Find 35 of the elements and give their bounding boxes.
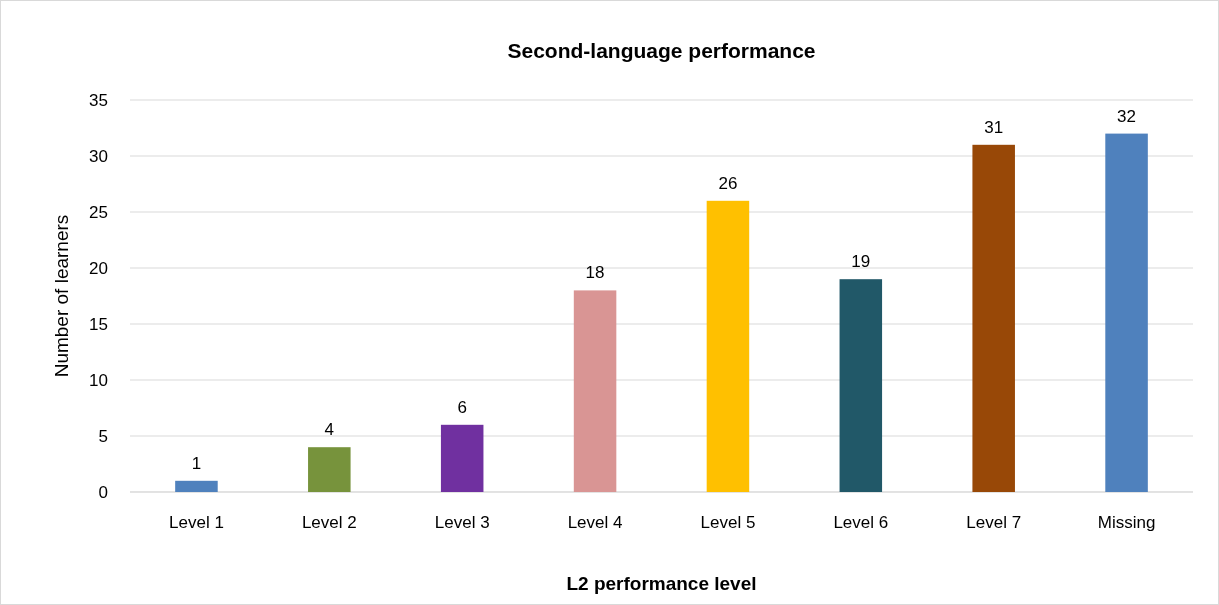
data-label: 6 [457, 397, 467, 417]
bar [839, 279, 883, 492]
x-tick-label: Level 6 [833, 513, 889, 532]
y-tick-label: 0 [98, 483, 108, 502]
data-label: 31 [984, 117, 1004, 137]
bar [308, 447, 351, 492]
x-tick-label: Level 4 [567, 513, 623, 532]
bar [706, 200, 750, 492]
x-axis-title: L2 performance level [566, 573, 757, 594]
data-label: 32 [1117, 106, 1137, 126]
data-label: 26 [718, 173, 738, 193]
bar [175, 480, 218, 492]
data-label: 4 [324, 420, 335, 440]
y-tick-label: 10 [89, 371, 108, 390]
y-tick-label: 15 [89, 315, 108, 334]
x-tick-label: Level 3 [434, 513, 490, 532]
data-label: 18 [585, 263, 605, 283]
y-tick-label: 5 [98, 427, 108, 446]
chart-title: Second-language performance [507, 39, 816, 62]
data-label: 1 [191, 453, 202, 473]
y-tick-label: 25 [89, 203, 108, 222]
y-axis-title: Number of learners [51, 214, 72, 378]
y-tick-label: 20 [89, 259, 108, 278]
x-tick-label: Level 1 [169, 513, 224, 532]
bar [1105, 133, 1148, 492]
bar [573, 290, 617, 492]
y-tick-label: 35 [89, 91, 108, 110]
x-tick-label: Level 5 [700, 513, 756, 532]
bar [440, 424, 484, 492]
bar [972, 144, 1015, 492]
x-tick-label: Missing [1097, 513, 1156, 532]
x-tick-label: Level 7 [966, 513, 1022, 532]
x-tick-label: Level 2 [301, 513, 357, 532]
data-label: 19 [851, 252, 871, 272]
y-tick-label: 30 [89, 147, 108, 166]
